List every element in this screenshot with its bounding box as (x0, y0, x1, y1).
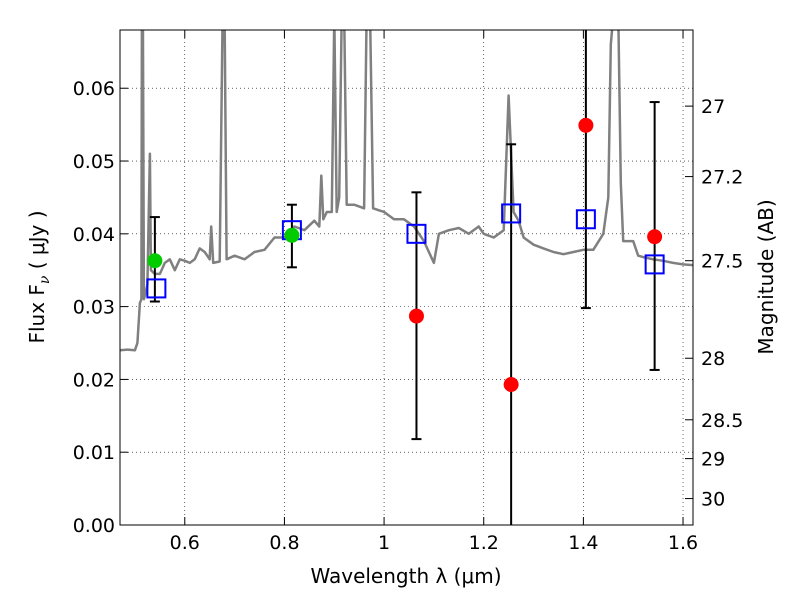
y-tick-label: 0.03 (73, 297, 115, 319)
plot-frame (119, 29, 694, 526)
x-tick-label: 1.2 (469, 532, 499, 554)
y-axis-label-subscript: ν (37, 275, 53, 284)
model-point (146, 278, 167, 299)
spectrum-line (120, 30, 693, 352)
grid-lines (120, 30, 693, 526)
y-tick-label: 0.01 (73, 442, 115, 464)
y-axis-label: Flux Fν ( μJy ) (25, 210, 53, 343)
y-tick-label: 0.04 (73, 224, 115, 246)
y-axis-label-main: Flux F (25, 284, 49, 343)
y2-tick-label: 28.5 (701, 410, 743, 432)
y2-tick-label: 27.2 (701, 167, 743, 189)
y-axis-label-unit: ( μJy ) (25, 210, 49, 275)
y2-tick-label: 27.5 (701, 251, 743, 273)
observed-point (147, 253, 163, 269)
x-tick-label: 1.6 (668, 532, 698, 554)
model-point (575, 209, 596, 230)
y-tick-label: 0.00 (73, 515, 115, 537)
y-tick-label: 0.06 (73, 78, 115, 100)
model-point (406, 223, 427, 244)
x-axis-label: Wavelength λ (μm) (310, 564, 501, 588)
axis-ticks: 0.6 0.8 1 1.2 1.4 1.6 0.00 0.01 0.02 0.03 0.04 0.05… (73, 30, 743, 554)
model-spectrum (120, 30, 693, 352)
observed-point (408, 308, 424, 324)
y-tick-label: 0.02 (73, 369, 115, 391)
observed-point (578, 117, 594, 133)
model-point (644, 254, 665, 275)
observed-point (647, 229, 663, 245)
y2-tick-label: 27 (701, 96, 725, 118)
y-tick-label: 0.05 (73, 151, 115, 173)
x-tick-label: 0.6 (170, 532, 200, 554)
x-tick-label: 1 (378, 532, 390, 554)
y2-tick-label: 29 (701, 449, 725, 471)
x-tick-label: 1.4 (568, 532, 598, 554)
model-point (501, 203, 522, 224)
x-tick-label: 0.8 (269, 532, 299, 554)
y2-tick-label: 28 (701, 348, 725, 370)
observed-point (503, 377, 519, 393)
observed-point (284, 227, 300, 243)
y2-axis-label: Magnitude (AB) (754, 199, 778, 354)
data-points (146, 30, 665, 525)
y2-tick-label: 30 (701, 489, 725, 511)
